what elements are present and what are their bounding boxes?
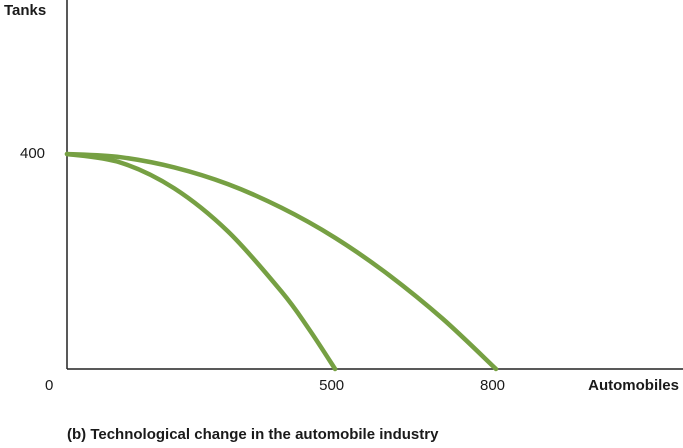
chart-caption: (b) Technological change in the automobi… [67,426,439,443]
x-tick-label: 500 [319,377,345,394]
ppf-curve-shifted [64,151,499,372]
origin-tick-label: 0 [45,377,54,394]
x-axis-label: Automobiles [588,377,679,394]
ppf-curve-original [64,151,338,372]
series-layer [64,151,499,372]
y-axis-label: Tanks [4,2,47,19]
y-tick-label: 400 [20,145,46,162]
x-tick-label: 800 [480,377,506,394]
